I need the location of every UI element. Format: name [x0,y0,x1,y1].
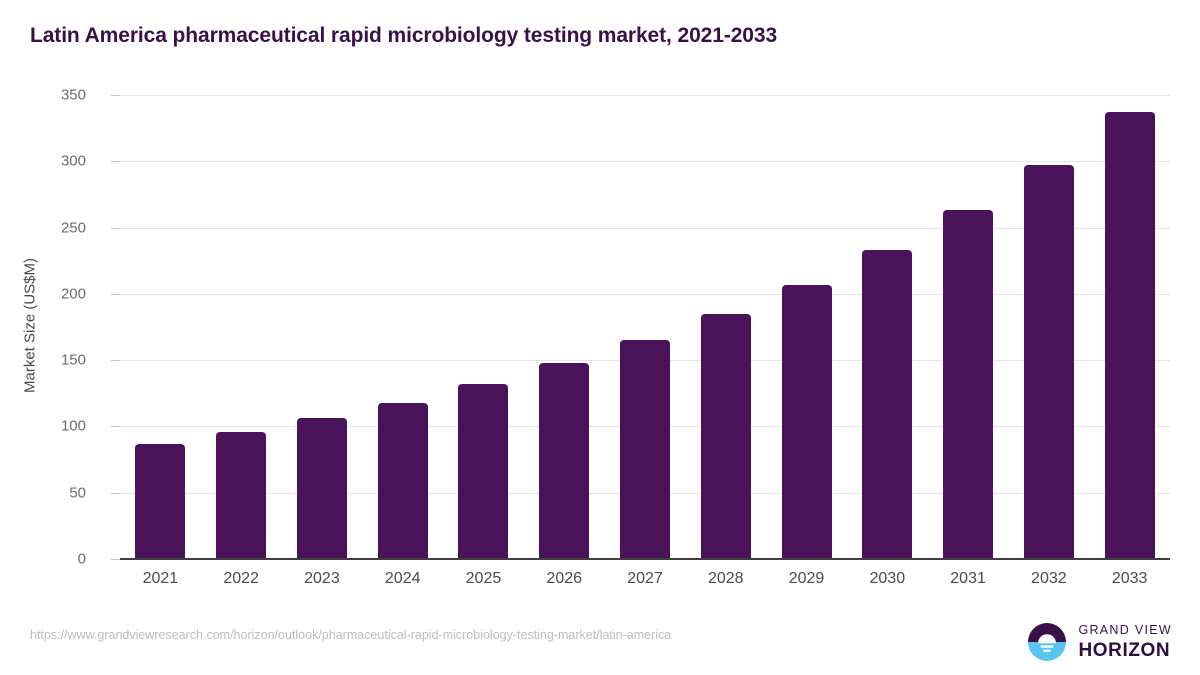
y-tick-mark [111,293,120,295]
y-tick-label: 200 [60,285,86,303]
x-axis-line [120,558,1170,560]
bar[interactable] [216,431,267,559]
gridline [120,161,1170,163]
bar[interactable] [377,402,428,559]
y-tick-label: 100 [60,417,86,435]
gridline [120,293,1170,295]
y-axis-tick-labels: 0 50 100 150 200 250 300 350 [0,87,120,568]
logo-line-2: HORIZON [1078,639,1171,661]
logo-line-1: GRAND VIEW [1078,623,1172,638]
x-tick-label: 2030 [869,570,906,587]
x-tick-label: 2024 [384,570,421,587]
y-tick-label: 50 [69,484,86,502]
x-tick-label: 2025 [465,570,502,587]
x-tick-label: 2023 [304,570,340,587]
x-tick-label: 2028 [707,570,744,587]
y-tick-mark [111,559,120,560]
source-url[interactable]: https://www.grandviewresearch.com/horizo… [30,628,672,642]
bar[interactable] [135,443,186,559]
y-tick-label: 300 [60,152,86,170]
grand-view-horizon-logo[interactable]: GRAND VIEW HORIZON [1025,620,1172,664]
bar[interactable] [539,362,590,559]
y-tick-mark [111,161,120,163]
bar[interactable] [458,384,509,559]
bar[interactable] [1023,165,1074,559]
y-tick-mark [111,492,120,494]
bar[interactable] [862,250,913,559]
x-tick-label: 2031 [950,570,986,587]
y-tick-mark [111,227,120,229]
x-tick-label: 2029 [788,570,825,587]
bar[interactable] [700,313,751,559]
plot-area [120,95,1170,560]
x-tick-label: 2032 [1031,570,1067,587]
x-tick-label: 2033 [1111,570,1148,587]
bar[interactable] [1104,112,1155,559]
bar[interactable] [943,210,994,559]
y-tick-mark [111,360,120,362]
x-tick-label: 2022 [223,570,259,587]
y-tick-mark [111,95,120,96]
bar[interactable] [781,284,832,559]
x-axis-tick-labels: 2021 2022 2023 2024 2025 2026 2027 2028 2029 2030… [120,570,1170,596]
y-tick-label: 350 [60,86,86,104]
y-tick-label: 0 [77,550,86,568]
gridline [120,95,1170,96]
page-title: Latin America pharmaceutical rapid micro… [30,24,778,47]
bar[interactable] [620,340,670,559]
bar[interactable] [296,418,347,559]
x-tick-label: 2026 [546,570,583,587]
y-tick-label: 150 [60,351,86,369]
logo-wordmark: GRAND VIEW HORIZON [1078,624,1172,660]
horizon-sun-circle-icon [1028,623,1067,661]
x-tick-label: 2021 [142,570,179,587]
gridline [120,227,1170,229]
x-tick-label: 2027 [627,570,663,587]
y-tick-label: 250 [60,219,86,237]
y-tick-mark [111,426,120,428]
